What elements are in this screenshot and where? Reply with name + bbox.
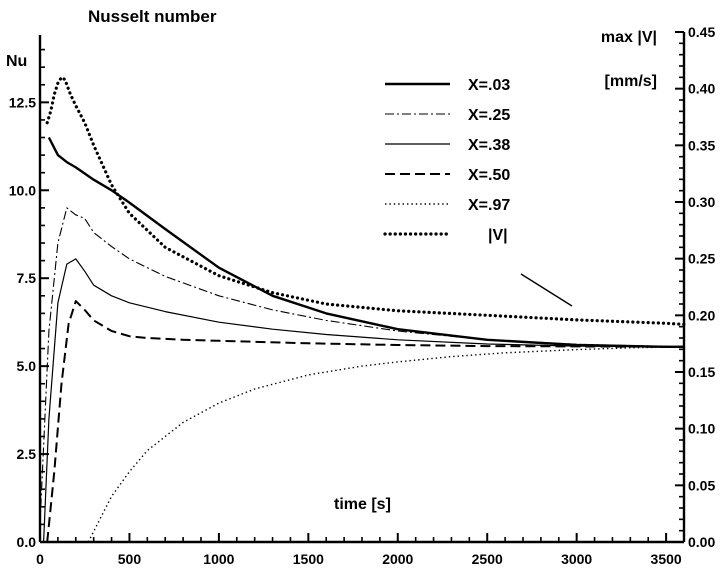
x-axis-label: time [s]: [334, 496, 391, 513]
x-tick-label: 2500: [472, 551, 503, 567]
legend-label: X=.38: [468, 137, 510, 154]
y-left-tick-label: 5.0: [17, 358, 37, 374]
x-tick-label: 3500: [651, 551, 682, 567]
y-right-tick-label: 0.15: [688, 364, 715, 380]
y-right-tick-label: 0.30: [688, 194, 715, 210]
y-left-tick-label: 12.5: [9, 94, 36, 110]
y-right-tick-label: 0.10: [688, 421, 715, 437]
y-right-axis-unit: [mm/s]: [605, 73, 657, 90]
series-layer: [39, 75, 686, 543]
y-left-tick-label: 0.0: [17, 534, 37, 550]
series-line-3: [43, 258, 684, 543]
legend-label: X=.50: [468, 167, 510, 184]
x-tick-label: 2000: [382, 551, 413, 567]
x-tick-label: 0: [36, 551, 44, 567]
x-tick-label: 1000: [203, 551, 234, 567]
y-left-tick-label: 10.0: [9, 182, 36, 198]
axes-layer: 0 500 1000 1500 2000 2500 3000 3500 0.0 2.5 5.0 7.5…: [9, 24, 716, 567]
y-left-tick-label: 2.5: [17, 446, 37, 462]
x-tick-label: 3000: [561, 551, 592, 567]
legend-label: X=.25: [468, 107, 510, 124]
y-right-tick-label: 0.05: [688, 477, 715, 493]
y-right-tick-label: 0.40: [688, 81, 715, 97]
y-left-axis-label: Nu: [6, 53, 27, 70]
series-line-2: [39, 207, 685, 525]
x-tick-label: 500: [118, 551, 142, 567]
y-right-tick-label: 0.25: [688, 251, 715, 267]
y-right-tick-label: 0.35: [688, 137, 715, 153]
v-curve-pointer-line: [520, 273, 573, 307]
y-right-tick-label: 0.00: [688, 534, 715, 550]
x-tick-label: 1500: [293, 551, 324, 567]
legend: X=.03 X=.25 X=.38 X=.50 X=.97 |V|: [383, 77, 573, 307]
y-right-tick-label: 0.20: [688, 307, 715, 323]
y-left-tick-label: 7.5: [17, 270, 37, 286]
legend-label: X=.03: [468, 77, 510, 94]
series-line-5: [87, 346, 685, 543]
series-line-1: [47, 136, 684, 348]
y-right-axis-label: max |V|: [601, 29, 657, 46]
chart-title: Nusselt number: [88, 7, 217, 26]
legend-label: |V|: [488, 227, 508, 244]
y-right-tick-label: 0.45: [688, 24, 715, 40]
series-line-4: [46, 300, 684, 543]
legend-label: X=.97: [468, 197, 510, 214]
series-line-6: [45, 75, 686, 326]
